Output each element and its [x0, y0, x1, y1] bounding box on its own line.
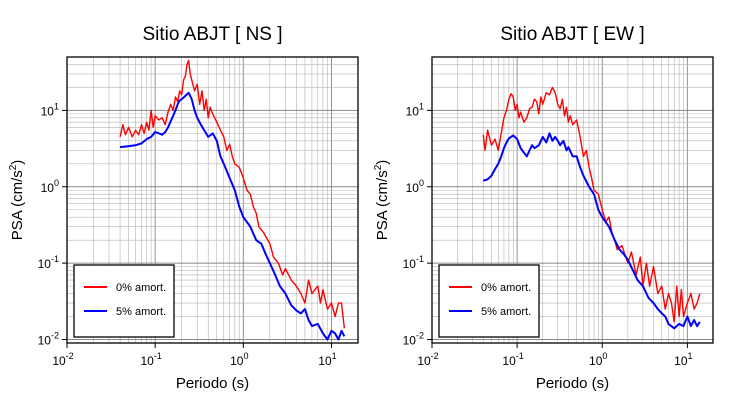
plot-frame: [431, 56, 714, 344]
legend-label: 5% amort.: [116, 306, 166, 318]
y-tick-label: 10-1: [403, 254, 424, 271]
x-axis-label: Periodo (s): [176, 375, 249, 392]
legend: 0% amort. 5% amort.: [73, 264, 175, 338]
x-tick-label: 10-2: [417, 351, 438, 368]
x-axis-label: Periodo (s): [536, 375, 609, 392]
legend-box: [73, 264, 175, 338]
series-line-0pct: [482, 86, 701, 323]
x-tick-label: 100: [230, 351, 248, 368]
series-line-5pct: [119, 91, 346, 341]
y-tick-label: 100: [406, 178, 424, 195]
series-line-0pct: [119, 59, 346, 329]
y-axis-label: PSA (cm/s2): [8, 160, 26, 241]
legend-label: 0% amort.: [481, 282, 531, 294]
legend-box: [438, 264, 540, 338]
series-line-5pct: [482, 132, 701, 330]
legend-label: 0% amort.: [116, 282, 166, 294]
chart-panel-2: 10-2 10-1 100 101 10-2 10-1 100 101 Sitio ABJT […: [373, 24, 714, 392]
y-tick-label: 101: [41, 101, 59, 118]
chart-panel-1: 10-2 10-1 100 101 10-2 10-1 100 101 Sitio ABJT […: [8, 24, 359, 392]
y-tick-label: 100: [41, 178, 59, 195]
legend-label: 5% amort.: [481, 306, 531, 318]
chart-title: Sitio ABJT [ NS ]: [142, 24, 282, 45]
chart-title: Sitio ABJT [ EW ]: [500, 24, 644, 45]
grid: [431, 56, 714, 344]
x-tick-label: 10-1: [140, 351, 161, 368]
y-tick-label: 10-2: [38, 331, 59, 348]
x-tick-label: 10-2: [52, 351, 73, 368]
y-tick-label: 10-1: [38, 254, 59, 271]
x-tick-label: 101: [674, 351, 692, 368]
grid: [66, 56, 359, 344]
y-tick-label: 10-2: [403, 331, 424, 348]
plot-frame: [66, 56, 359, 344]
x-tick-label: 10-1: [502, 351, 523, 368]
y-axis-label: PSA (cm/s2): [373, 160, 391, 241]
x-tick-label: 100: [589, 351, 607, 368]
x-tick-label: 101: [318, 351, 336, 368]
y-tick-label: 101: [406, 101, 424, 118]
legend: 0% amort. 5% amort.: [438, 264, 540, 338]
